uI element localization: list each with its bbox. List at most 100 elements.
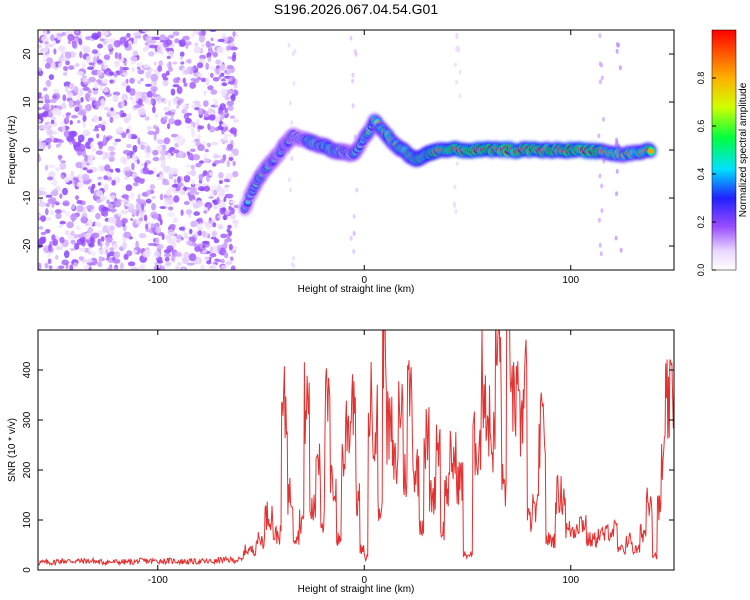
noise-speckle xyxy=(223,241,228,248)
noise-speckle xyxy=(96,230,105,235)
noise-speckle xyxy=(232,171,239,178)
noise-speckle xyxy=(200,187,205,192)
noise-speckle xyxy=(126,250,133,257)
noise-speckle xyxy=(157,244,164,250)
noise-speckle xyxy=(186,262,195,266)
noise-speckle xyxy=(48,164,56,169)
noise-speckle xyxy=(48,244,52,252)
noise-speckle xyxy=(192,30,196,35)
noise-speckle xyxy=(453,184,457,190)
noise-speckle xyxy=(207,56,212,62)
noise-speckle xyxy=(615,137,618,143)
noise-speckle xyxy=(180,236,184,241)
noise-speckle xyxy=(220,158,225,164)
noise-speckle xyxy=(114,214,119,219)
noise-speckle xyxy=(48,265,53,270)
noise-speckle xyxy=(68,130,76,138)
noise-speckle xyxy=(55,255,59,260)
colorbar-gradient xyxy=(711,29,737,271)
noise-speckle xyxy=(182,257,189,265)
noise-speckle xyxy=(62,72,68,76)
noise-speckle xyxy=(187,188,191,193)
noise-speckle xyxy=(179,39,186,47)
noise-speckle xyxy=(156,260,163,264)
noise-speckle xyxy=(137,193,141,202)
noise-speckle xyxy=(145,71,152,79)
spectrogram-y-ticks: -20 -10 0 10 20 xyxy=(22,48,674,253)
noise-speckle xyxy=(112,91,121,96)
noise-speckle xyxy=(91,32,99,40)
noise-speckle xyxy=(231,54,236,62)
noise-speckle xyxy=(173,178,177,184)
noise-speckle xyxy=(101,30,109,37)
noise-speckle xyxy=(96,69,103,76)
noise-speckle xyxy=(227,56,232,60)
noise-speckle xyxy=(185,43,189,49)
noise-speckle xyxy=(147,125,152,130)
noise-speckle xyxy=(38,186,46,191)
noise-speckle xyxy=(132,135,138,139)
noise-speckle xyxy=(121,133,127,139)
noise-speckle xyxy=(292,255,296,261)
noise-speckle xyxy=(70,170,74,177)
noise-speckle xyxy=(186,240,193,246)
noise-speckle xyxy=(80,97,84,103)
noise-speckle xyxy=(160,265,166,270)
noise-speckle xyxy=(129,77,135,84)
noise-speckle xyxy=(150,73,159,82)
noise-speckle xyxy=(168,206,174,211)
noise-speckle xyxy=(95,198,102,203)
noise-speckle xyxy=(130,218,134,221)
noise-speckle xyxy=(63,250,70,259)
noise-speckle xyxy=(201,30,206,37)
noise-speckle xyxy=(182,77,186,84)
noise-speckle xyxy=(201,231,209,238)
noise-speckle xyxy=(130,191,135,200)
noise-speckle xyxy=(169,147,176,151)
noise-speckle xyxy=(292,80,296,86)
noise-speckle xyxy=(457,47,461,53)
noise-speckle xyxy=(76,238,85,245)
noise-speckle xyxy=(45,217,52,221)
noise-speckle xyxy=(452,201,456,207)
noise-speckle xyxy=(58,265,65,270)
snr-series-line xyxy=(38,330,674,567)
noise-speckle xyxy=(455,32,459,38)
noise-speckle xyxy=(232,160,236,167)
noise-speckle xyxy=(147,170,154,175)
noise-speckle xyxy=(195,200,204,208)
noise-speckle xyxy=(233,204,239,209)
noise-speckle xyxy=(149,39,157,44)
noise-speckle xyxy=(38,44,43,49)
noise-speckle xyxy=(59,162,67,170)
noise-speckle xyxy=(55,144,60,148)
noise-speckle xyxy=(349,35,353,41)
noise-speckle xyxy=(62,125,66,132)
noise-speckle xyxy=(143,214,148,222)
noise-speckle xyxy=(132,144,138,153)
spectrogram-ridge xyxy=(238,113,658,217)
noise-speckle xyxy=(205,62,209,70)
noise-speckle xyxy=(123,231,132,238)
noise-speckle xyxy=(125,166,131,172)
noise-speckle xyxy=(84,154,88,163)
noise-speckle xyxy=(190,164,195,170)
noise-speckle xyxy=(61,259,69,266)
noise-speckle xyxy=(215,65,221,69)
noise-speckle xyxy=(63,130,71,138)
noise-speckle xyxy=(110,207,116,213)
noise-speckle xyxy=(44,99,51,104)
noise-speckle xyxy=(140,78,144,82)
noise-speckle xyxy=(619,247,623,253)
noise-speckle xyxy=(163,106,170,112)
noise-speckle xyxy=(216,196,220,204)
noise-speckle xyxy=(46,79,52,88)
noise-speckle xyxy=(183,232,188,239)
noise-speckle xyxy=(141,30,150,33)
noise-speckle xyxy=(97,182,102,186)
noise-speckle xyxy=(85,105,89,111)
noise-speckle xyxy=(114,52,119,59)
noise-speckle xyxy=(617,42,620,48)
noise-speckle xyxy=(174,38,180,44)
noise-speckle xyxy=(229,115,236,119)
